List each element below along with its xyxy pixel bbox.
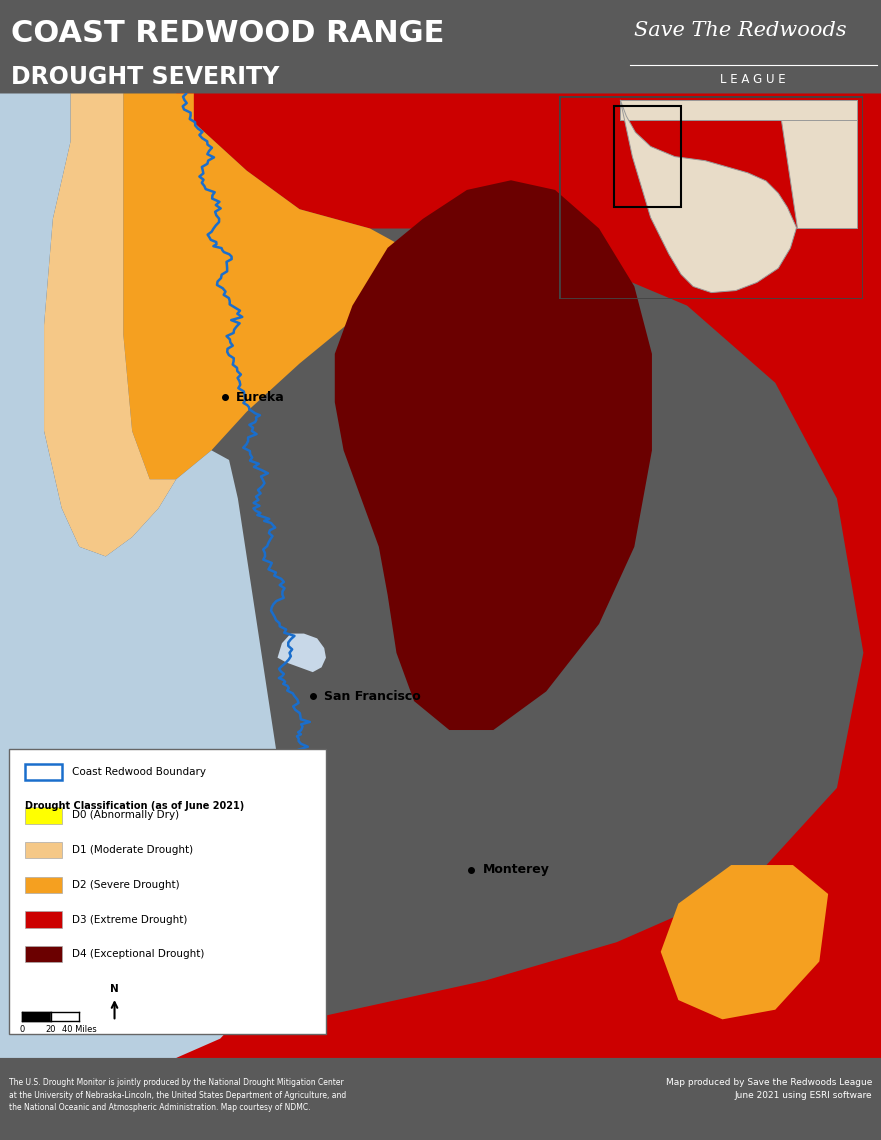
Text: N: N — [110, 984, 119, 994]
FancyBboxPatch shape — [25, 841, 62, 858]
Polygon shape — [278, 634, 326, 673]
Text: 20: 20 — [46, 1025, 56, 1034]
Text: COAST REDWOOD RANGE: COAST REDWOOD RANGE — [11, 18, 444, 48]
FancyBboxPatch shape — [25, 911, 62, 928]
Text: Save The Redwoods: Save The Redwoods — [634, 21, 847, 40]
Text: D2 (Severe Drought): D2 (Severe Drought) — [72, 880, 180, 890]
Bar — [614, 106, 681, 207]
Text: 0: 0 — [19, 1025, 25, 1034]
Text: Eureka: Eureka — [236, 391, 285, 404]
FancyBboxPatch shape — [9, 749, 326, 1034]
FancyBboxPatch shape — [25, 764, 62, 780]
Text: Drought Classification (as of June 2021): Drought Classification (as of June 2021) — [25, 801, 244, 812]
Text: L E A G U E: L E A G U E — [721, 73, 786, 86]
Polygon shape — [335, 180, 652, 730]
Text: Coast Redwood Boundary: Coast Redwood Boundary — [72, 767, 206, 777]
Polygon shape — [123, 93, 423, 479]
Text: Monterey: Monterey — [483, 863, 550, 877]
Polygon shape — [620, 100, 857, 120]
Polygon shape — [620, 100, 796, 293]
FancyBboxPatch shape — [25, 877, 62, 893]
FancyBboxPatch shape — [25, 807, 62, 823]
Text: D3 (Extreme Drought): D3 (Extreme Drought) — [72, 914, 188, 925]
Text: DROUGHT SEVERITY: DROUGHT SEVERITY — [11, 65, 279, 89]
Text: D1 (Moderate Drought): D1 (Moderate Drought) — [72, 845, 193, 855]
Text: 40 Miles: 40 Miles — [62, 1025, 97, 1034]
Text: D4 (Exceptional Drought): D4 (Exceptional Drought) — [72, 950, 204, 959]
Polygon shape — [44, 93, 176, 556]
Text: Map produced by Save the Redwoods League
June 2021 using ESRI software: Map produced by Save the Redwoods League… — [666, 1078, 872, 1100]
FancyBboxPatch shape — [25, 946, 62, 962]
Text: The U.S. Drought Monitor is jointly produced by the National Drought Mitigation : The U.S. Drought Monitor is jointly prod… — [9, 1078, 346, 1113]
Text: San Francisco: San Francisco — [324, 690, 421, 702]
Polygon shape — [778, 100, 857, 228]
Polygon shape — [0, 93, 282, 1058]
Text: D0 (Abnormally Dry): D0 (Abnormally Dry) — [72, 811, 180, 821]
Polygon shape — [176, 93, 881, 1058]
Polygon shape — [661, 865, 828, 1019]
